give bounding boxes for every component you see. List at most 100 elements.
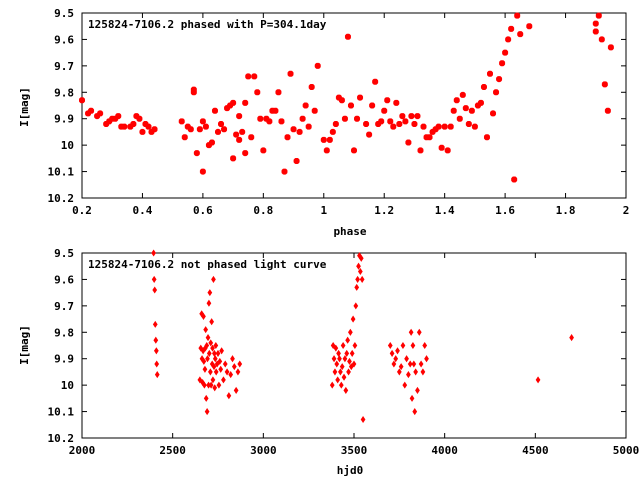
raw-data-point: [154, 371, 160, 379]
phased-data-point: [130, 121, 137, 127]
raw-data-point: [338, 381, 344, 389]
phased-data-point: [381, 107, 388, 114]
phased-data-point: [142, 121, 149, 127]
raw-data-point: [202, 381, 207, 389]
phased-data-point: [372, 78, 379, 85]
phased-data-point: [402, 118, 409, 125]
phased-data-point: [493, 89, 500, 96]
phased-points: [79, 12, 614, 183]
raw-data-point: [344, 349, 350, 357]
phased-data-point: [251, 73, 258, 80]
raw-data-point: [336, 349, 341, 357]
phased-data-point: [508, 25, 515, 32]
phased-data-point: [502, 49, 509, 56]
phased-data-point: [242, 99, 249, 106]
phased-data-point: [148, 128, 155, 135]
raw-y-tick-label: 9.9: [54, 353, 74, 366]
raw-data-point: [222, 360, 228, 368]
raw-y-tick-label: 10.1: [48, 406, 75, 419]
phased-data-point: [263, 115, 270, 122]
raw-data-point: [349, 349, 355, 357]
phased-x-tick-label: 0.2: [72, 204, 92, 217]
raw-data-point: [420, 368, 426, 376]
raw-data-point: [398, 363, 404, 371]
phased-data-point: [347, 102, 354, 109]
phased-data-point: [375, 121, 382, 127]
raw-data-point: [340, 341, 346, 350]
raw-data-point: [348, 363, 354, 371]
raw-data-point: [208, 381, 214, 389]
phased-data-point: [450, 107, 457, 114]
phased-data-point: [139, 128, 146, 135]
raw-x-tick-label: 5000: [613, 444, 640, 457]
phased-data-point: [511, 176, 518, 183]
raw-data-point: [569, 334, 574, 342]
phased-data-point: [423, 134, 430, 141]
phased-data-point: [106, 118, 113, 125]
raw-data-point: [214, 360, 220, 368]
phased-data-point: [393, 99, 400, 106]
phased-data-point: [326, 136, 333, 143]
phased-data-point: [281, 168, 288, 175]
phased-data-point: [121, 123, 128, 130]
phased-data-point: [85, 110, 92, 117]
raw-data-point: [210, 344, 215, 352]
raw-data-point: [334, 360, 340, 368]
phased-data-point: [465, 121, 472, 127]
raw-data-point: [202, 365, 208, 373]
raw-data-point: [332, 368, 338, 376]
raw-data-point: [358, 254, 364, 262]
phased-data-point: [526, 23, 533, 30]
phased-data-point: [242, 150, 249, 157]
phased-data-point: [178, 118, 185, 125]
raw-data-point: [217, 357, 223, 365]
phased-data-point: [420, 123, 427, 130]
phased-data-point: [332, 121, 339, 127]
phased-data-point: [224, 105, 231, 112]
raw-data-point: [330, 341, 336, 350]
phased-data-point: [417, 147, 424, 154]
phased-data-point: [184, 123, 191, 130]
phased-data-point: [305, 123, 312, 130]
raw-x-axis-label: hjd0: [337, 464, 364, 477]
phased-data-point: [496, 76, 503, 83]
raw-data-point: [346, 368, 351, 376]
phased-data-point: [396, 121, 403, 127]
raw-data-point: [341, 373, 347, 381]
raw-data-point: [153, 336, 159, 344]
raw-data-point: [204, 408, 210, 416]
phased-data-point: [444, 147, 451, 154]
phased-data-point: [441, 123, 448, 130]
raw-x-tick-label: 4500: [522, 444, 549, 457]
phased-data-point: [329, 128, 336, 135]
raw-data-point: [413, 368, 419, 376]
phased-data-point: [341, 115, 348, 122]
phased-data-point: [103, 121, 110, 127]
raw-data-point: [211, 275, 216, 283]
phased-data-point: [384, 97, 391, 104]
raw-data-point: [329, 381, 335, 389]
raw-data-point: [360, 415, 366, 424]
phased-data-point: [236, 113, 243, 120]
raw-data-point: [412, 408, 418, 416]
phased-data-point: [592, 20, 599, 27]
phased-data-point: [79, 97, 85, 104]
raw-data-point: [354, 283, 360, 291]
raw-y-tick-label: 9.7: [54, 300, 74, 313]
phased-data-point: [293, 158, 300, 164]
phased-y-tick-label: 9.9: [54, 113, 74, 126]
raw-data-point: [337, 355, 342, 363]
raw-data-point: [224, 368, 230, 376]
raw-data-point: [233, 386, 239, 394]
raw-data-point: [416, 328, 422, 336]
raw-data-point: [424, 355, 429, 363]
raw-data-point: [203, 394, 209, 402]
phased-data-point: [257, 115, 264, 122]
raw-data-point: [408, 328, 414, 336]
raw-data-point: [201, 312, 206, 320]
phased-data-point: [187, 126, 194, 133]
phased-data-point: [202, 123, 209, 130]
raw-data-point: [197, 376, 203, 384]
raw-data-point: [152, 320, 158, 328]
